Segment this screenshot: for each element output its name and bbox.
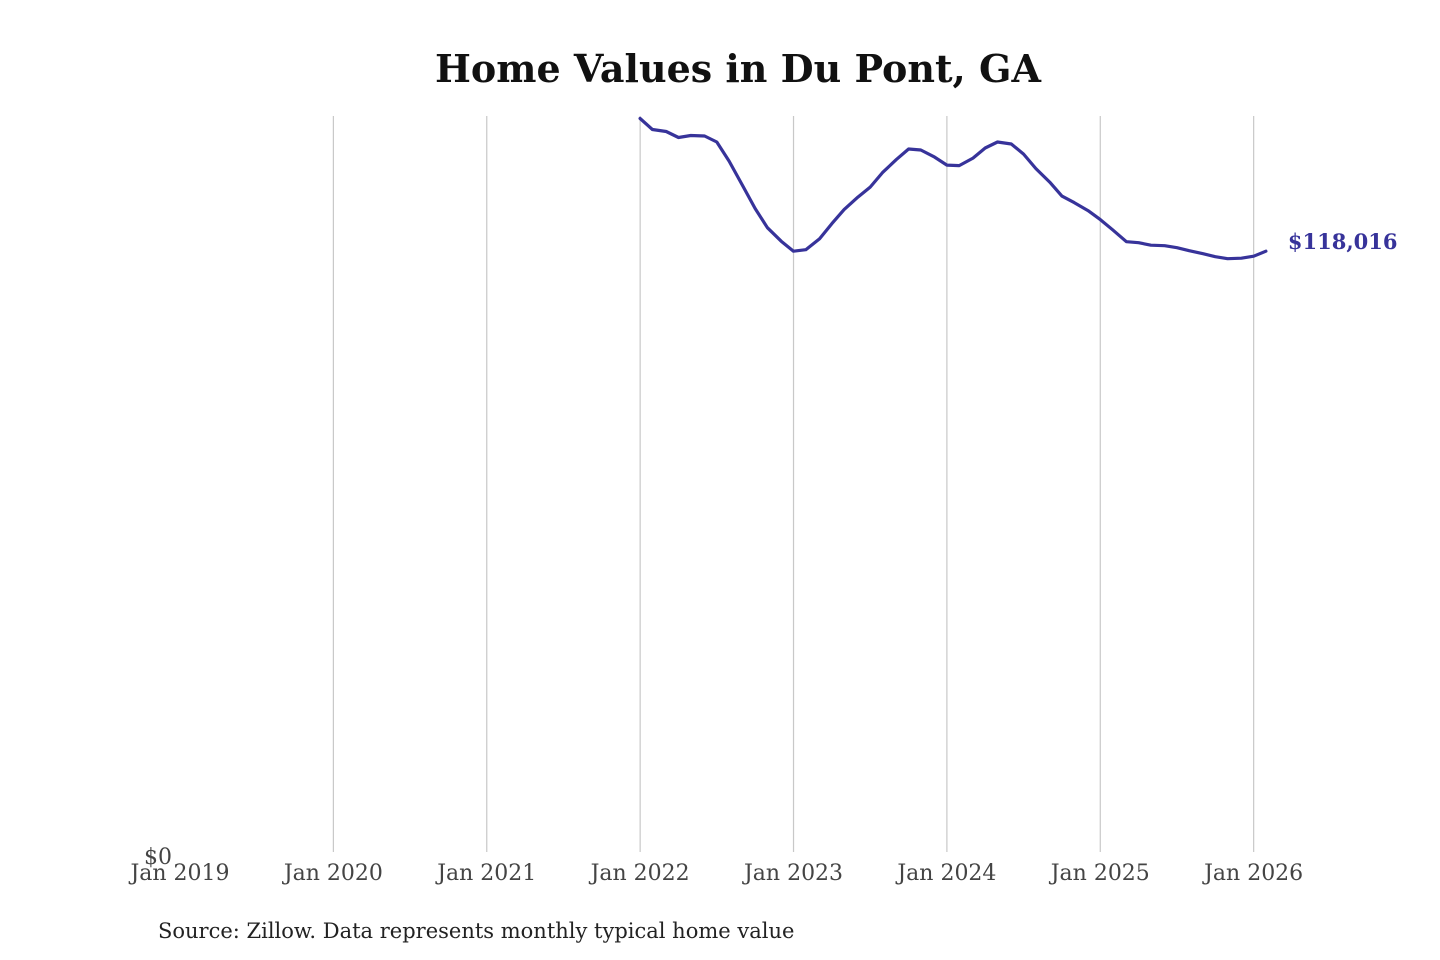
y-tick-label: $0 [144,845,172,870]
x-tick-label: Jan 2021 [435,861,536,886]
x-tick-label: Jan 2022 [589,861,690,886]
series-line-typical-home-value [638,116,1268,261]
x-tick-label: Jan 2019 [128,861,229,886]
x-axis-ticks: Jan 2019 Jan 2020 Jan 2021 Jan 2022 Jan 2023… [128,861,1303,886]
x-tick-label: Jan 2023 [742,861,843,886]
grid-lines [332,116,1255,852]
x-tick-label: Jan 2020 [282,861,383,886]
x-tick-label: Jan 2025 [1049,861,1150,886]
source-note: Source: Zillow. Data represents monthly … [158,919,794,943]
y-axis-ticks: $0 [144,845,172,870]
x-tick-label: Jan 2024 [895,861,996,886]
x-tick-label: Jan 2026 [1202,861,1303,886]
end-value-label: $118,016 [1288,229,1398,254]
chart-title: Home Values in Du Pont, GA [435,46,1041,91]
